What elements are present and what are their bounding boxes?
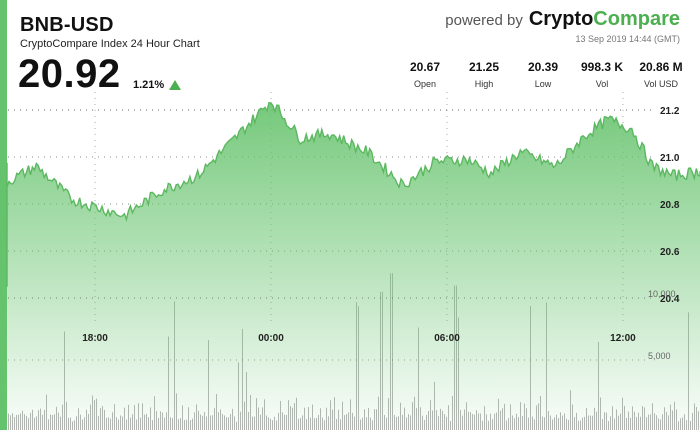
price-change-percent: 1.21%	[133, 79, 165, 91]
chart-subtitle: CryptoCompare Index 24 Hour Chart	[20, 38, 200, 50]
up-arrow-icon	[169, 80, 181, 90]
stat-label: Vol USD	[643, 79, 678, 89]
stat-low: 20.39 Low	[513, 60, 573, 89]
current-price: 20.92	[18, 52, 121, 96]
stat-value: 998.3 K	[580, 60, 624, 74]
stat-value: 21.25	[468, 60, 500, 74]
price-line	[6, 101, 700, 287]
time-tick-label: 18:00	[82, 333, 108, 344]
left-accent-bar	[0, 0, 7, 430]
price-tick-label: 20.6	[660, 247, 680, 258]
volume-tick-label: 5,000	[648, 351, 671, 361]
brand-logo[interactable]: powered by CryptoCompare	[445, 8, 680, 31]
stat-value: 20.67	[409, 60, 441, 74]
time-tick-label: 00:00	[258, 333, 284, 344]
powered-by-label: powered by	[445, 12, 523, 29]
price-tick-label: 21.0	[660, 153, 680, 164]
stat-open: 20.67 Open	[395, 60, 455, 89]
price-area	[7, 102, 700, 430]
time-tick-label: 06:00	[434, 333, 460, 344]
price-tick-label: 20.8	[660, 200, 680, 211]
brand-crypto-text: Crypto	[528, 8, 594, 30]
stat-volume-usd: 20.86 M Vol USD	[631, 60, 691, 89]
brand-compare-text: Compare	[593, 8, 680, 30]
stat-label: Open	[413, 79, 437, 89]
stat-volume: 998.3 K Vol	[572, 60, 632, 89]
stat-label: Low	[534, 79, 552, 89]
stat-value: 20.39	[527, 60, 559, 74]
price-tick-label: 21.2	[660, 106, 680, 117]
price-tick-label: 20.4	[660, 294, 680, 305]
stat-label: High	[474, 79, 494, 89]
stat-label: Vol	[595, 79, 609, 89]
stat-high: 21.25 High	[454, 60, 514, 89]
stat-value: 20.86 M	[639, 60, 683, 74]
timestamp: 13 Sep 2019 14:44 (GMT)	[575, 34, 680, 44]
volume-tick-label: 10,000	[648, 289, 676, 299]
time-tick-label: 12:00	[610, 333, 636, 344]
pair-title: BNB-USD	[20, 14, 114, 36]
